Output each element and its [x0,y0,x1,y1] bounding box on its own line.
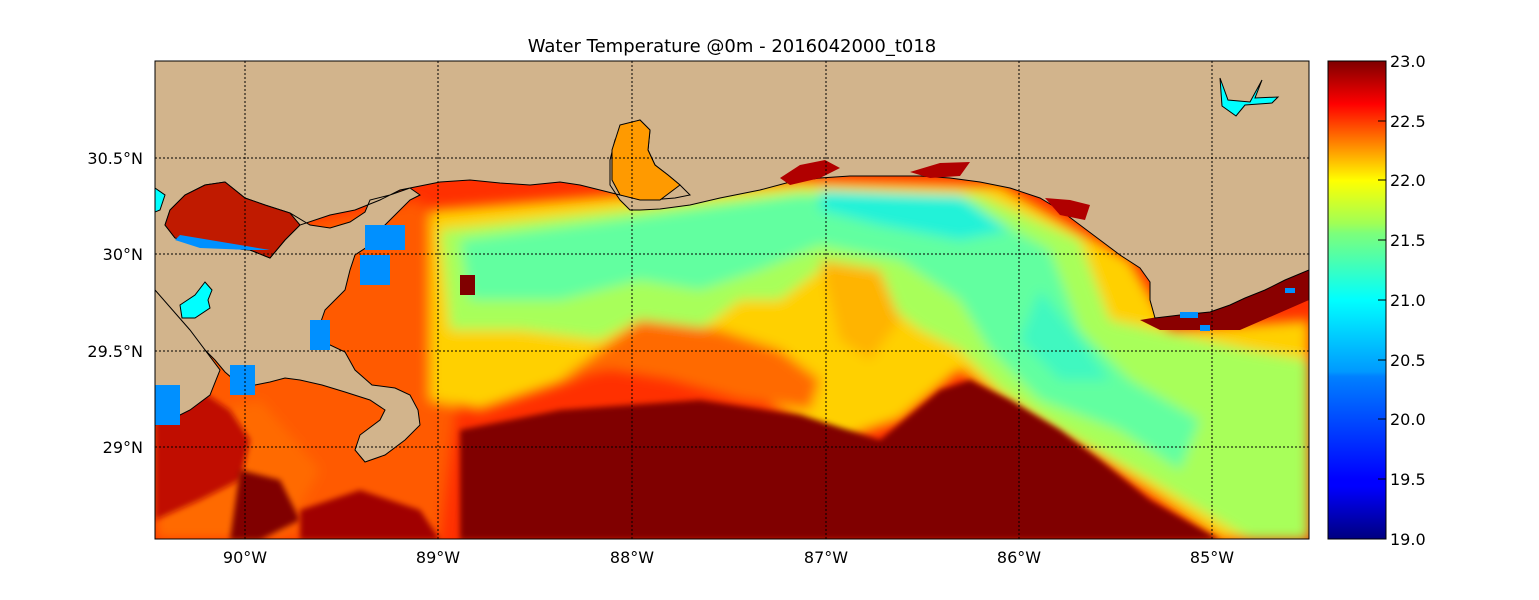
colorbar-tick: 20.5 [1390,351,1426,370]
colorbar-tick: 20.0 [1390,410,1426,429]
colorbar-tick: 21.0 [1390,291,1426,310]
colorbar-tick: 21.5 [1390,231,1426,250]
x-tick-label: 90°W [223,548,267,567]
colorbar-gradient [1328,61,1386,539]
x-tick-label: 89°W [416,548,460,567]
x-tick-label: 86°W [997,548,1041,567]
x-tick-label: 87°W [804,548,848,567]
colorbar-tick: 22.5 [1390,112,1426,131]
x-axis: 90°W 89°W 88°W 87°W 86°W 85°W [223,548,1234,567]
y-tick-label: 29°N [103,438,143,457]
y-tick-label: 30°N [103,245,143,264]
colorbar-tick: 22.0 [1390,171,1426,190]
colorbar-tick: 19.0 [1390,530,1426,549]
x-tick-label: 88°W [610,548,654,567]
x-tick-label: 85°W [1190,548,1234,567]
colorbar-tick: 19.5 [1390,470,1426,489]
colorbar-tick: 23.0 [1390,52,1426,71]
colorbar: 23.0 22.5 22.0 21.5 21.0 20.5 20.0 19.5 … [1328,52,1426,549]
y-tick-label: 30.5°N [87,149,143,168]
y-tick-label: 29.5°N [87,342,143,361]
temperature-field [155,61,1309,540]
y-axis: 30.5°N 30°N 29.5°N 29°N [87,149,143,457]
